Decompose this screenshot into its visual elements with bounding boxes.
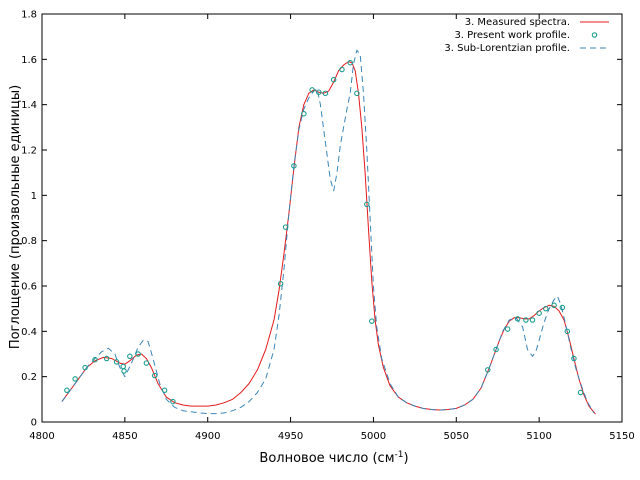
data-point — [277, 280, 284, 287]
y-tick-label: 0.6 — [21, 282, 37, 293]
data-point — [120, 363, 126, 370]
data-point — [113, 359, 120, 365]
data-point — [564, 328, 571, 335]
y-tick-label: 1.4 — [21, 100, 37, 111]
x-axis-label-main: Волновое число (см — [259, 451, 394, 466]
data-point — [121, 368, 127, 374]
data-point — [536, 310, 542, 316]
x-axis-label-close: ) — [403, 451, 408, 466]
x-tick-label: 4950 — [278, 431, 303, 442]
series-lines — [61, 49, 596, 415]
data-point — [72, 376, 78, 382]
series-1-line — [61, 61, 596, 415]
y-tick-label: 1.6 — [21, 55, 37, 66]
data-point — [322, 90, 329, 97]
data-point — [103, 355, 110, 362]
data-point — [523, 317, 529, 323]
x-tick-label: 5050 — [444, 431, 469, 442]
data-point — [369, 318, 375, 324]
legend-label: 3. Sub-Lorentzian profile. — [444, 43, 570, 54]
data-point — [301, 110, 307, 117]
data-point — [151, 372, 158, 379]
data-point — [282, 224, 289, 230]
legend-label: 3. Measured spectra. — [465, 17, 570, 28]
x-axis-label-superscript: -1 — [395, 450, 404, 460]
data-point — [577, 389, 584, 396]
data-point — [127, 353, 133, 360]
data-point — [92, 356, 98, 363]
legend: 3. Measured spectra. 3. Present work prof… — [444, 17, 609, 54]
series-points — [64, 59, 584, 405]
data-point — [364, 201, 370, 208]
data-point — [493, 346, 499, 353]
data-point — [143, 360, 150, 366]
data-point — [291, 163, 297, 169]
plot-frame — [41, 13, 623, 423]
data-point — [161, 387, 168, 394]
series-3-line — [61, 49, 595, 415]
data-point — [571, 355, 577, 362]
y-tick-label: 0 — [31, 418, 37, 429]
data-point — [170, 398, 176, 405]
x-tick-label: 4800 — [29, 431, 54, 442]
data-point — [551, 302, 557, 309]
x-tick-label: 4900 — [195, 431, 220, 442]
data-point — [559, 304, 566, 311]
x-tick-label: 5100 — [526, 431, 551, 442]
data-point — [82, 364, 88, 371]
legend-label: 3. Present work profile. — [454, 30, 570, 41]
data-point — [543, 305, 549, 312]
data-point — [504, 326, 511, 332]
data-point — [485, 367, 491, 373]
y-tick-label: 0.2 — [21, 372, 37, 383]
y-tick-label: 0.4 — [21, 327, 37, 338]
legend-marker — [591, 32, 598, 38]
data-point — [347, 59, 353, 66]
y-tick-label: 1.2 — [21, 146, 37, 157]
y-tick-label: 1.8 — [21, 10, 37, 21]
data-point — [354, 90, 360, 97]
data-point — [315, 89, 322, 95]
data-point — [64, 387, 70, 394]
y-tick-label: 0.8 — [21, 236, 37, 247]
x-tick-label: 5150 — [609, 431, 634, 442]
data-point — [339, 66, 345, 73]
x-axis-label: Волновое число (см-1) — [259, 450, 408, 466]
x-tick-label: 4850 — [112, 431, 137, 442]
data-point — [135, 351, 141, 357]
data-point — [529, 317, 536, 323]
y-tick-label: 1 — [31, 191, 37, 202]
data-point — [330, 76, 337, 83]
y-axis: 0 0.2 0.4 0.6 0.8 1 1.2 1.4 1.6 1.8 — [21, 10, 622, 429]
x-axis: 4800 4850 4900 4950 5000 5050 5100 5150 — [29, 14, 635, 442]
data-point — [514, 316, 521, 322]
data-point — [309, 87, 315, 93]
y-axis-label: Поглощение (произвольные единицы) — [8, 85, 23, 349]
x-tick-label: 5000 — [361, 431, 386, 442]
